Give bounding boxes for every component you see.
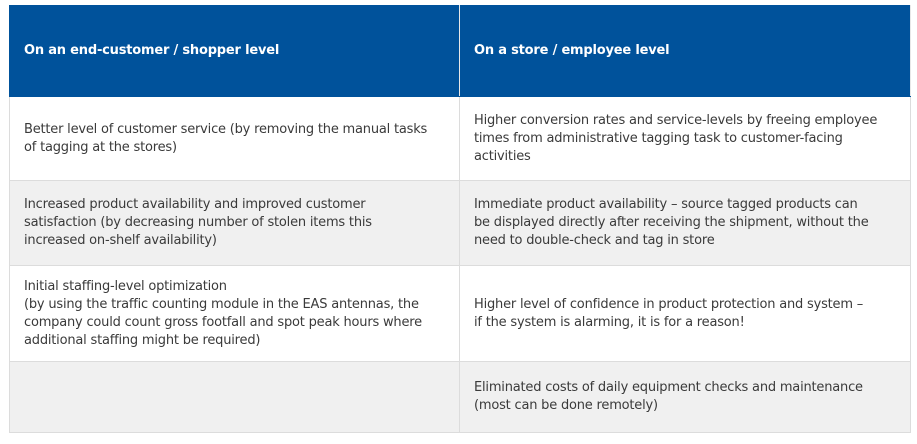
cell-text-line: need to double-check and tag in store [474,233,715,248]
cell-text-line: be displayed directly after receiving th… [474,215,869,230]
cell-text-line: Better level of customer service (by rem… [24,121,428,137]
header-store-level: On a store / employee level [459,5,911,97]
table-row: Initial staffing-level optimization (by u… [9,265,911,362]
benefits-table: On an end-customer / shopper level On a … [9,5,911,433]
cell-text-line: if the system is alarming, it is for a r… [474,314,745,330]
cell-text-line: Initial staffing-level optimization [24,278,227,294]
table-row: Better level of customer service (by rem… [9,96,911,181]
cell-shopper-level [9,361,460,433]
cell-text-line: increased on-shelf availability) [24,233,217,248]
cell-text-line: of tagging at the stores) [24,139,177,155]
table-row: Eliminated costs of daily equipment chec… [9,361,911,433]
cell-text-line: Increased product availability and impro… [24,197,366,212]
cell-text-line: Eliminated costs of daily equipment chec… [474,380,863,395]
cell-store-level: Higher level of confidence in product pr… [459,265,911,362]
cell-text-line: satisfaction (by decreasing number of st… [24,215,372,230]
cell-store-level: Immediate product availability – source … [459,180,911,266]
cell-text-line: Immediate product availability – source … [474,197,858,212]
header-shopper-level: On an end-customer / shopper level [9,5,460,97]
cell-shopper-level: Initial staffing-level optimization (by u… [9,265,460,362]
cell-text-line: times from administrative tagging task t… [474,130,843,146]
cell-text-line: company could count gross footfall and s… [24,314,422,330]
cell-shopper-level: Better level of customer service (by rem… [9,96,460,181]
cell-text-line: Higher level of confidence in product pr… [474,296,864,312]
cell-text-line: activities [474,148,531,164]
cell-shopper-level: Increased product availability and impro… [9,180,460,266]
cell-text-line: (by using the traffic counting module in… [24,296,419,312]
cell-text-line: additional staffing might be required) [24,332,261,348]
cell-store-level: Higher conversion rates and service-leve… [459,96,911,181]
cell-text-line: Higher conversion rates and service-leve… [474,112,878,128]
header-row: On an end-customer / shopper level On a … [9,5,911,97]
cell-store-level: Eliminated costs of daily equipment chec… [459,361,911,433]
table-row: Increased product availability and impro… [9,180,911,266]
cell-text-line: (most can be done remotely) [474,398,658,413]
